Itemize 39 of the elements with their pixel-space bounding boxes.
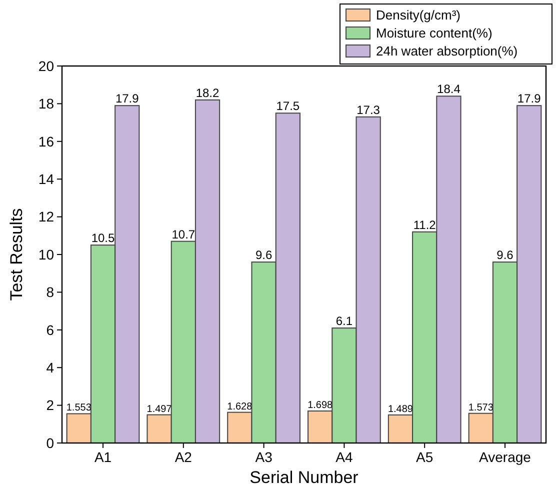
data-label: 10.5 (91, 231, 116, 246)
data-label: 1.628 (227, 401, 253, 412)
y-tick-label: 20 (38, 58, 54, 74)
y-tick-label: 18 (38, 96, 54, 112)
x-axis-title: Serial Number (250, 468, 359, 487)
data-label: 6.1 (336, 314, 353, 328)
y-tick-label: 10 (38, 246, 54, 262)
y-tick-label: 16 (38, 133, 54, 150)
y-tick-label: 8 (46, 284, 54, 300)
legend-label: Moisture content(%) (376, 26, 492, 41)
data-label: 11.2 (413, 218, 436, 232)
legend-label: 24h water absorption(%) (376, 44, 518, 59)
x-tick-label: A5 (416, 449, 434, 465)
data-label: 1.497 (146, 404, 172, 415)
data-label: 17.9 (517, 92, 542, 106)
data-label: 18.2 (196, 86, 220, 100)
data-label: 9.6 (496, 248, 514, 262)
x-tick-label: A3 (255, 449, 273, 465)
y-tick-label: 4 (46, 360, 54, 376)
x-tick-label: Average (479, 449, 532, 465)
x-tick-label: A1 (94, 449, 112, 465)
y-tick-label: 6 (46, 322, 54, 338)
data-label: 18.4 (437, 82, 461, 96)
data-label: 10.7 (172, 227, 196, 242)
data-label: 17.5 (276, 99, 300, 114)
y-tick-label: 2 (46, 397, 54, 414)
y-tick-label: 14 (38, 171, 54, 187)
data-label: 17.9 (115, 92, 140, 106)
data-label: 1.573 (468, 402, 494, 414)
data-label: 17.3 (356, 102, 380, 117)
y-tick-label: 12 (38, 208, 54, 225)
y-axis-title: Test Results (7, 208, 26, 301)
data-label: 1.553 (66, 402, 92, 414)
data-label: 9.6 (255, 248, 272, 262)
y-tick-label: 0 (46, 434, 54, 451)
x-tick-label: A4 (336, 449, 353, 465)
x-tick-label: A2 (174, 449, 192, 465)
data-label: 1.698 (308, 400, 334, 411)
legend-label: Density(g/cm³) (376, 8, 461, 23)
